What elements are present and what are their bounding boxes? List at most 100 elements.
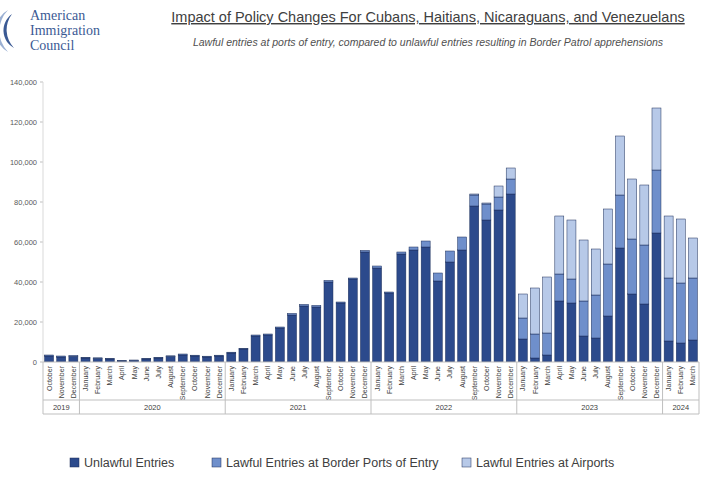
- bar-segment: [69, 356, 78, 362]
- x-tick-label: September: [179, 365, 187, 400]
- x-tick-label: July: [155, 366, 163, 379]
- bar-segment: [239, 349, 248, 362]
- bar-segment: [688, 340, 697, 362]
- bar-segment: [203, 356, 212, 357]
- bar-segment: [57, 356, 66, 357]
- bar-segment: [433, 281, 442, 362]
- bar-segment: [336, 302, 345, 303]
- bar-segment: [45, 355, 54, 356]
- x-tick-label: March: [689, 366, 696, 386]
- x-tick-label: October: [629, 365, 636, 391]
- x-tick-label: August: [604, 366, 612, 388]
- bar-segment: [312, 305, 321, 306]
- bar-segment: [385, 292, 394, 293]
- bar-segment: [506, 179, 515, 194]
- bar-segment: [81, 357, 90, 359]
- logo-swoosh: [3, 14, 14, 48]
- bar-segment: [555, 301, 564, 362]
- bar-segment: [117, 360, 126, 361]
- x-tick-label: December: [361, 365, 368, 398]
- bar-segment: [458, 237, 467, 250]
- bar-segment: [433, 273, 442, 281]
- y-tick-label: 40,000: [14, 278, 37, 287]
- bar-segment: [203, 356, 212, 358]
- bar-segment: [154, 357, 163, 359]
- x-tick-label: November: [495, 365, 502, 398]
- bar-segment: [482, 204, 491, 220]
- bar-segment: [531, 288, 540, 334]
- bar-segment: [336, 303, 345, 362]
- group-divider: [225, 362, 226, 414]
- bar-segment: [373, 266, 382, 268]
- logo-text: Immigration: [30, 23, 100, 38]
- bar-segment: [166, 355, 175, 357]
- bar-segment: [142, 358, 151, 359]
- x-axis: October November December January February Ma…: [43, 362, 699, 414]
- x-tick-label: October: [46, 365, 53, 391]
- bar-segment: [300, 306, 309, 362]
- bar-segment: [688, 238, 697, 278]
- bar-segment: [543, 277, 552, 333]
- bar-segment: [603, 209, 612, 264]
- bar-segment: [652, 108, 661, 170]
- bar-segment: [227, 352, 236, 353]
- bar-segment: [421, 241, 430, 247]
- x-tick-label: January: [519, 366, 527, 391]
- bar-segment: [239, 348, 248, 350]
- bar-segment: [664, 341, 673, 362]
- x-tick-label: July: [592, 366, 600, 379]
- x-tick-label: November: [58, 365, 65, 398]
- bar-segment: [470, 194, 479, 195]
- bar-segment: [506, 168, 515, 179]
- bar-segment: [288, 315, 297, 362]
- bar-segment: [324, 282, 333, 362]
- bar-segment: [45, 356, 54, 362]
- bar-segment: [348, 279, 357, 362]
- bar-segment: [567, 220, 576, 279]
- bar-segment: [567, 279, 576, 303]
- bar-segment: [628, 179, 637, 239]
- x-tick-label: April: [410, 366, 418, 380]
- bar-segment: [409, 247, 418, 248]
- bar-segment: [531, 358, 540, 362]
- bar-segment: [640, 304, 649, 362]
- bar-segment: [628, 239, 637, 294]
- x-tick-label: May: [422, 366, 430, 380]
- x-tick-label: July: [446, 366, 454, 379]
- bar-segment: [45, 355, 54, 356]
- bar-segment: [409, 250, 418, 362]
- bar-segment: [93, 357, 102, 359]
- bar-segment: [336, 302, 345, 303]
- bar-segment: [275, 327, 284, 328]
- x-tick-label: May: [568, 366, 576, 380]
- bar-segment: [385, 292, 394, 293]
- bar-segment: [616, 195, 625, 248]
- bar-segment: [603, 264, 612, 316]
- bar-segment: [373, 266, 382, 267]
- x-tick-label: April: [264, 366, 272, 380]
- x-tick-label: January: [665, 366, 673, 391]
- x-tick-label: August: [313, 366, 321, 388]
- x-tick-label: August: [459, 366, 467, 388]
- x-tick-label: February: [240, 366, 248, 395]
- bar-segment: [470, 195, 479, 206]
- bar-segment: [360, 252, 369, 362]
- x-tick-label: October: [337, 365, 344, 391]
- bar-segment: [458, 237, 467, 238]
- bar-segment: [275, 327, 284, 328]
- x-tick-label: May: [131, 366, 139, 380]
- bar-segment: [93, 358, 102, 362]
- group-divider: [699, 362, 700, 414]
- bar-segment: [130, 360, 139, 361]
- bar-segment: [664, 216, 673, 278]
- bar-segment: [166, 355, 175, 356]
- x-tick-label: December: [653, 365, 660, 398]
- bar-segment: [105, 358, 114, 360]
- bar-segment: [652, 233, 661, 362]
- bar-segment: [640, 185, 649, 245]
- bar-segment: [676, 343, 685, 362]
- group-divider: [516, 362, 517, 414]
- subtitle: Lawful entries at ports of entry, compar…: [193, 36, 664, 48]
- year-label: 2019: [53, 403, 70, 412]
- bar-segment: [166, 356, 175, 362]
